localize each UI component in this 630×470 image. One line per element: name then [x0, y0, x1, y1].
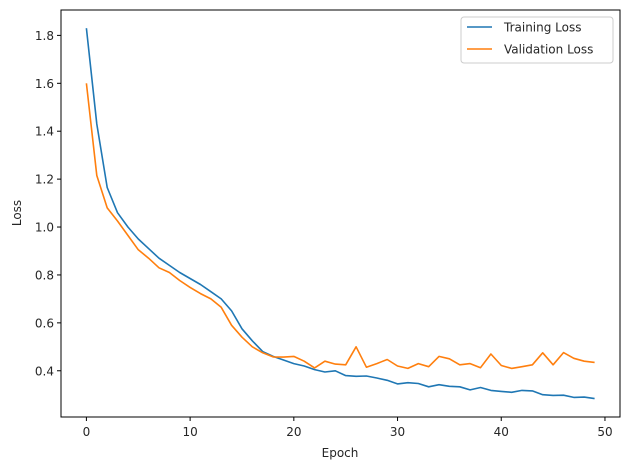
legend-label-training: Training Loss: [503, 21, 581, 35]
x-tick-label: 50: [597, 425, 612, 439]
y-axis-label: Loss: [10, 200, 24, 226]
legend: Training Loss Validation Loss: [460, 16, 614, 64]
y-tick-label: 0.6: [35, 316, 54, 330]
legend-label-validation: Validation Loss: [504, 43, 593, 57]
y-tick-label: 1.0: [35, 221, 54, 235]
series-line-validation-loss: [85, 83, 595, 370]
y-axis-ticks: 0.4 0.6 0.8 1.0 1.2 1.4 1.6 1.8: [35, 29, 61, 378]
y-tick-label: 1.8: [35, 29, 54, 43]
series-line-training-loss: [85, 28, 595, 400]
legend-box: [460, 16, 614, 64]
y-tick-label: 1.4: [35, 125, 54, 139]
x-axis-ticks: 0 10 20 30 40 50: [83, 417, 613, 439]
y-tick-label: 1.2: [35, 173, 54, 187]
x-tick-label: 0: [83, 425, 91, 439]
x-tick-label: 40: [494, 425, 509, 439]
y-tick-label: 0.4: [35, 364, 54, 378]
axes-frame: [60, 9, 621, 418]
x-tick-label: 30: [390, 425, 405, 439]
x-tick-label: 20: [286, 425, 301, 439]
plot-lines: [85, 28, 595, 400]
y-tick-label: 1.6: [35, 77, 54, 91]
x-tick-label: 10: [182, 425, 197, 439]
x-axis-label: Epoch: [322, 446, 359, 460]
y-tick-label: 0.8: [35, 268, 54, 282]
